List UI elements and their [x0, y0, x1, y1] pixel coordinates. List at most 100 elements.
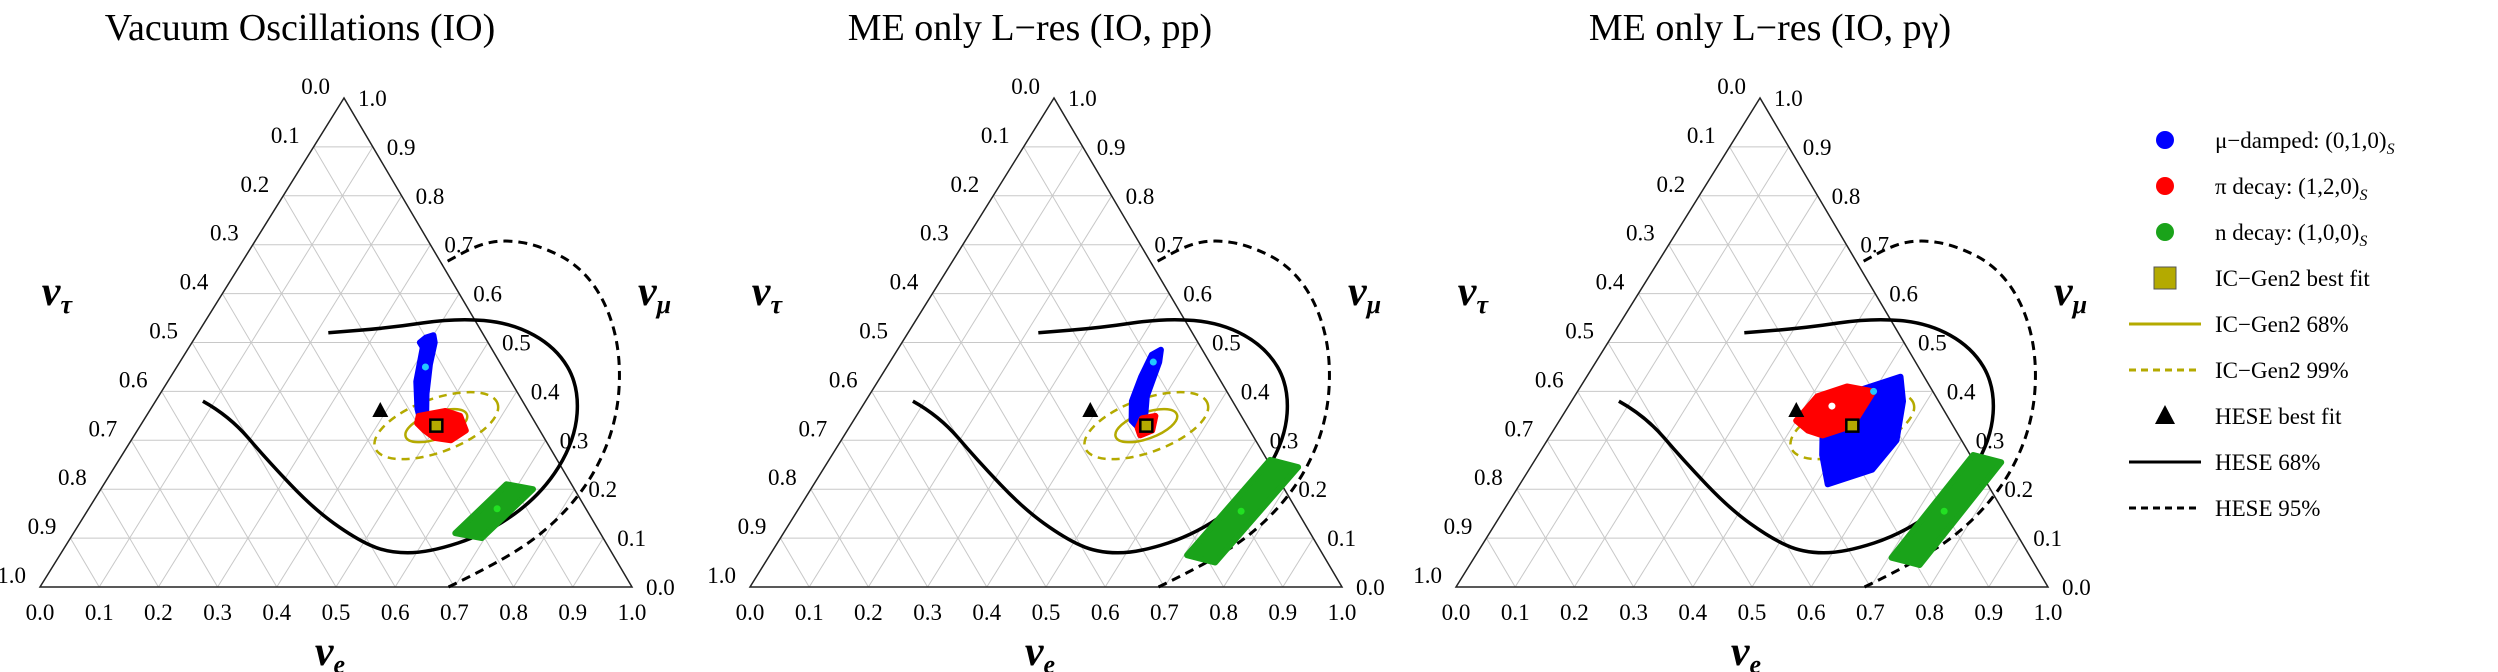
- plot-title: Vacuum Oscillations (IO): [105, 7, 495, 49]
- tick-label-left: 0.0: [301, 74, 330, 99]
- tick-label-bottom: 0.9: [1268, 600, 1297, 625]
- tick-label-bottom: 0.4: [1678, 600, 1707, 625]
- tick-label-left: 0.5: [1565, 319, 1594, 344]
- axis-label-sub: μ: [655, 290, 671, 319]
- axis-label-sub: τ: [770, 290, 783, 319]
- tick-label-left: 0.1: [271, 123, 300, 148]
- grid-line: [871, 391, 988, 588]
- axis-label-left: ντ: [42, 269, 74, 319]
- legend-item: HESE 68%: [2129, 450, 2320, 475]
- ternary-panel-2: ME only L−res (IO, pp)0.00.00.00.10.10.1…: [707, 7, 1385, 672]
- source-point: [493, 505, 501, 513]
- ic-gen2-best-fit-marker: [1845, 418, 1860, 433]
- tick-label-left: 0.2: [240, 172, 269, 197]
- source-point: [421, 363, 429, 371]
- legend-label: IC−Gen2 68%: [2215, 312, 2349, 337]
- legend-item: HESE best fit: [2155, 404, 2342, 429]
- tick-label-left: 0.9: [28, 514, 57, 539]
- tick-label-right: 0.6: [1889, 282, 1918, 307]
- tick-label-bottom: 0.7: [1150, 600, 1179, 625]
- axis-label-sub: e: [334, 650, 346, 672]
- tick-label-bottom: 0.7: [440, 600, 469, 625]
- tick-label-right: 0.0: [646, 575, 675, 600]
- legend-item: IC−Gen2 best fit: [2153, 266, 2370, 291]
- tick-label-left: 0.2: [950, 172, 979, 197]
- grid: [779, 146, 1314, 588]
- legend-label: IC−Gen2 99%: [2215, 358, 2349, 383]
- tick-label-bottom: 1.0: [1328, 600, 1357, 625]
- tick-label-left: 0.7: [798, 416, 827, 441]
- grid-line: [394, 391, 518, 588]
- tick-label-right: 0.6: [473, 282, 502, 307]
- grid-line: [1485, 537, 1516, 588]
- legend-marker-circle: [2156, 131, 2174, 149]
- tick-label-bottom: 0.7: [1856, 600, 1885, 625]
- tick-label-bottom: 0.0: [736, 600, 765, 625]
- tick-label-bottom: 0.6: [381, 600, 410, 625]
- axis-label-right: νμ: [638, 269, 671, 319]
- tick-label-right: 0.9: [1803, 135, 1832, 160]
- tick-label-bottom: 0.4: [972, 600, 1001, 625]
- tick-label-right: 0.0: [1356, 575, 1385, 600]
- legend: μ−damped: (0,1,0)S π decay: (1,2,0)S n dec…: [2129, 128, 2395, 521]
- hese-contour-dashed: [1857, 239, 2037, 589]
- legend-item: π decay: (1,2,0)S: [2156, 174, 2367, 204]
- tick-label-left: 0.4: [890, 270, 919, 295]
- legend-item: IC−Gen2 68%: [2129, 312, 2349, 337]
- tick-label-left: 0.9: [738, 514, 767, 539]
- axis-label-sub: τ: [1476, 290, 1489, 319]
- tick-label-left: 0.3: [1626, 221, 1655, 246]
- tick-label-left: 0.0: [1011, 74, 1040, 99]
- hese-contour-solid: [202, 317, 580, 555]
- grid-line: [335, 342, 489, 588]
- tick-label-right: 0.4: [531, 379, 560, 404]
- tick-label-right: 1.0: [1068, 86, 1097, 111]
- triangle-frame: [748, 96, 1344, 588]
- ternary-panel-1: Vacuum Oscillations (IO)0.00.00.00.10.10…: [0, 7, 675, 672]
- tick-label-bottom: 0.8: [1915, 600, 1944, 625]
- tick-label-left: 1.0: [707, 563, 736, 588]
- tick-label-left: 0.3: [920, 221, 949, 246]
- axis-label-right: νμ: [2054, 269, 2087, 319]
- grid-line: [1223, 488, 1285, 588]
- axis-label-right: νμ: [1348, 269, 1381, 319]
- tick-label-right: 0.9: [1097, 135, 1126, 160]
- tick-label-left: 1.0: [1413, 563, 1442, 588]
- tick-label-left: 0.9: [1444, 514, 1473, 539]
- legend-label-sub: S: [2359, 233, 2367, 250]
- grid-line: [191, 342, 337, 588]
- source-point: [1828, 402, 1836, 410]
- legend-item: HESE 95%: [2129, 496, 2320, 521]
- tick-label-right: 1.0: [358, 86, 387, 111]
- plot-title: ME only L−res (IO, pγ): [1589, 7, 1951, 49]
- axis-label-sub: μ: [2071, 290, 2087, 319]
- ic-gen2-best-fit-marker: [429, 418, 444, 433]
- tick-label-left: 0.8: [768, 465, 797, 490]
- grid-line: [1514, 146, 1790, 588]
- legend-label: π decay: (1,2,0)S: [2215, 174, 2367, 204]
- grid-line: [810, 488, 869, 588]
- tick-label-bottom: 1.0: [2034, 600, 2063, 625]
- tick-label-left: 0.8: [1474, 465, 1503, 490]
- legend-label: μ−damped: (0,1,0)S: [2215, 128, 2395, 158]
- legend-label: HESE 68%: [2215, 450, 2320, 475]
- tick-label-right: 0.2: [2004, 477, 2033, 502]
- tick-label-right: 0.8: [1126, 184, 1155, 209]
- axis-label-left: ντ: [752, 269, 784, 319]
- tick-label-left: 0.1: [1687, 123, 1716, 148]
- grid-line: [1929, 488, 1991, 588]
- tick-label-bottom: 0.0: [1442, 600, 1471, 625]
- tick-label-right: 0.2: [1298, 477, 1327, 502]
- grid-line: [779, 537, 810, 588]
- grid-line: [901, 342, 1047, 588]
- tick-label-bottom: 0.3: [203, 600, 232, 625]
- tick-label-right: 0.1: [1327, 526, 1356, 551]
- tick-label-right: 0.4: [1947, 379, 1976, 404]
- tick-label-left: 1.0: [0, 563, 26, 588]
- tick-label-bottom: 0.1: [1501, 600, 1530, 625]
- grid-line: [1633, 244, 1847, 588]
- tick-label-left: 0.2: [1656, 172, 1685, 197]
- tick-label-bottom: 0.9: [558, 600, 587, 625]
- tick-label-bottom: 0.1: [795, 600, 824, 625]
- axis-label-sub: e: [1044, 650, 1056, 672]
